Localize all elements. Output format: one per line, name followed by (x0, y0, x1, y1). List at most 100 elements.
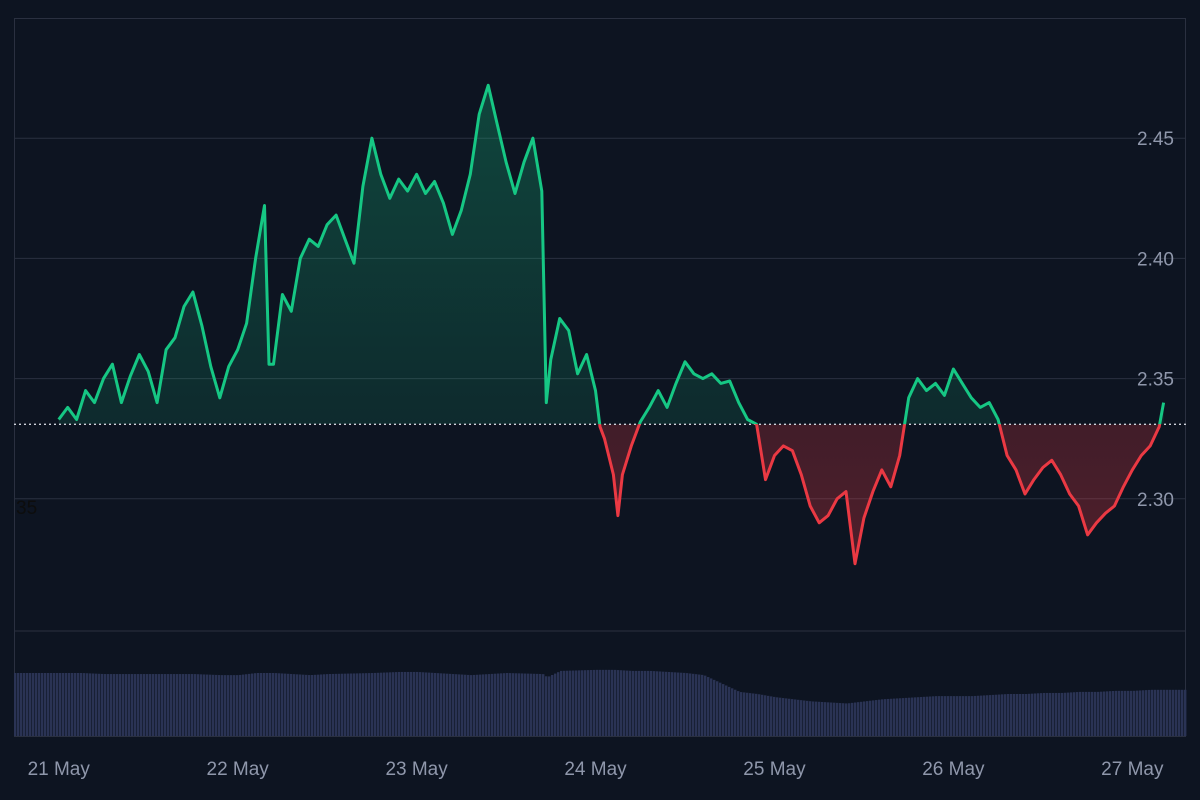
volume-bar (974, 695, 977, 736)
volume-bar (1016, 694, 1019, 736)
volume-bar (509, 673, 512, 736)
volume-bar (683, 672, 686, 736)
volume-bar (137, 674, 140, 736)
volume-bar (1100, 691, 1103, 736)
volume-bar (518, 673, 521, 736)
volume-bar (845, 703, 848, 736)
volume-bar (1064, 692, 1067, 736)
volume-bar (452, 674, 455, 736)
volume-bar (1097, 691, 1100, 736)
volume-bar (464, 674, 467, 736)
volume-bar (164, 674, 167, 736)
volume-bar (239, 674, 242, 736)
volume-bar (38, 673, 41, 736)
volume-bar (494, 673, 497, 736)
volume-bar (422, 672, 425, 736)
volume-bar (722, 684, 725, 736)
volume-bar (671, 672, 674, 736)
volume-bar (566, 670, 569, 736)
volume-bar (920, 697, 923, 736)
volume-bar (551, 675, 554, 736)
y-tick-label: 2.30 (1137, 490, 1174, 511)
volume-bar (245, 674, 248, 736)
volume-bar (368, 673, 371, 736)
volume-bar (113, 674, 116, 736)
volume-bar (26, 673, 29, 736)
volume-bar (416, 671, 419, 736)
volume-bar (446, 673, 449, 736)
volume-bar (215, 674, 218, 736)
volume-bar (302, 674, 305, 736)
volume-bar (995, 694, 998, 736)
volume-bar (455, 674, 458, 736)
volume-bar (449, 673, 452, 736)
volume-bar (707, 677, 710, 736)
volume-bar (1037, 693, 1040, 736)
volume-bar (1001, 694, 1004, 736)
volume-bar (230, 675, 233, 736)
volume-bar (992, 694, 995, 736)
volume-bar (479, 674, 482, 736)
volume-bar (470, 675, 473, 736)
volume-bar (710, 678, 713, 736)
volume-bar (1157, 689, 1160, 736)
volume-bar (728, 686, 731, 736)
volume-bar (476, 674, 479, 736)
volume-bar (635, 670, 638, 736)
volume-bar (1034, 693, 1037, 736)
volume-bar (80, 673, 83, 736)
volume-bar (1076, 692, 1079, 736)
volume-bar (59, 673, 62, 736)
volume-bar (536, 673, 539, 736)
volume-bar (212, 674, 215, 736)
volume-bar (326, 674, 329, 736)
volume-bar (35, 673, 38, 736)
volume-bar (578, 670, 581, 736)
volume-bar (293, 674, 296, 736)
volume-bar (1136, 690, 1139, 736)
volume-bar (89, 673, 92, 736)
volume-bar (149, 674, 152, 736)
volume-bar (296, 674, 299, 736)
volume-bar (749, 693, 752, 736)
volume-bar (575, 670, 578, 736)
volume-bar (1019, 694, 1022, 736)
volume-bar (179, 674, 182, 736)
volume-bar (614, 669, 617, 736)
volume-bar (941, 696, 944, 736)
volume-bar (1052, 692, 1055, 736)
volume-bar (71, 673, 74, 736)
volume-bar (659, 671, 662, 736)
volume-bar (602, 669, 605, 736)
volume-bar (1160, 689, 1163, 736)
volume-bar (1175, 689, 1178, 736)
volume-bar (998, 694, 1001, 736)
volume-bar (758, 694, 761, 736)
volume-bar (1010, 694, 1013, 736)
volume-bar (761, 694, 764, 736)
volume-bar (977, 695, 980, 736)
volume-bar (662, 671, 665, 736)
volume-bar (824, 702, 827, 736)
volume-bar (851, 702, 854, 736)
volume-bar (50, 673, 53, 736)
volume-bar (170, 674, 173, 736)
volume-bar (860, 701, 863, 736)
volume-bar (488, 674, 491, 736)
volume-bar (719, 682, 722, 736)
volume-bar (353, 673, 356, 736)
volume-bar (944, 696, 947, 736)
volume-bar (560, 670, 563, 736)
x-tick-label: 26 May (922, 759, 985, 780)
volume-bar (407, 671, 410, 736)
volume-bar (248, 673, 251, 736)
volume-bar (1181, 689, 1184, 736)
y-axis-ticks: 2.30 2.35 2.40 2.45 (1137, 129, 1174, 511)
volume-bar (413, 671, 416, 736)
volume-bar (836, 702, 839, 736)
volume-bar (929, 696, 932, 736)
volume-bar (791, 699, 794, 736)
volume-bar (17, 673, 20, 736)
